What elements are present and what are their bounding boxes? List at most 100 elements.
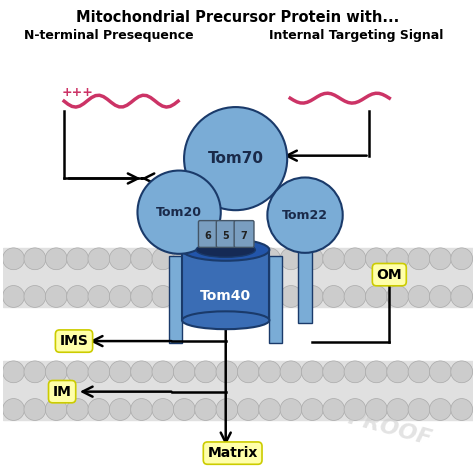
Text: Mitochondrial Precursor Protein with...: Mitochondrial Precursor Protein with... [76,10,399,25]
Circle shape [88,399,110,420]
Circle shape [267,177,343,253]
Circle shape [237,399,259,420]
Circle shape [259,361,281,383]
Circle shape [46,361,67,383]
Circle shape [3,399,25,420]
Circle shape [67,361,89,383]
Circle shape [216,248,238,269]
Circle shape [365,399,387,420]
Bar [169,256,182,343]
Circle shape [184,107,287,210]
Text: IM: IM [53,385,72,399]
Circle shape [131,361,153,383]
Circle shape [173,399,195,420]
Circle shape [3,285,25,307]
Text: Tom70: Tom70 [208,151,264,166]
Circle shape [152,361,174,383]
Circle shape [137,170,221,254]
Circle shape [46,248,67,269]
Text: 7: 7 [240,231,247,241]
Circle shape [195,399,217,420]
Text: N-terminal Presequence: N-terminal Presequence [24,29,193,42]
Text: IMS: IMS [60,334,89,348]
Circle shape [323,248,345,269]
Text: +++: +++ [61,86,93,99]
Bar [269,256,282,343]
Circle shape [387,361,409,383]
Circle shape [387,248,409,269]
FancyBboxPatch shape [234,220,254,248]
Text: Tom20: Tom20 [156,205,202,219]
Circle shape [3,361,25,383]
Circle shape [408,361,430,383]
FancyBboxPatch shape [199,220,219,248]
Text: Matrix: Matrix [208,446,258,460]
Circle shape [67,399,89,420]
Circle shape [365,248,387,269]
Circle shape [408,399,430,420]
Circle shape [429,285,451,307]
Text: 5: 5 [222,231,229,241]
Circle shape [387,399,409,420]
Text: PROOF: PROOF [345,408,434,449]
Circle shape [67,248,89,269]
Circle shape [344,361,366,383]
Ellipse shape [182,311,269,329]
Circle shape [131,285,153,307]
FancyBboxPatch shape [216,220,236,248]
Bar [3,361,473,420]
Circle shape [451,285,473,307]
Circle shape [152,248,174,269]
Circle shape [323,361,345,383]
Circle shape [237,285,259,307]
Circle shape [109,399,131,420]
Circle shape [131,399,153,420]
Circle shape [216,361,238,383]
Circle shape [301,248,323,269]
Circle shape [88,361,110,383]
Circle shape [67,285,89,307]
Circle shape [344,285,366,307]
Circle shape [195,285,217,307]
Circle shape [429,248,451,269]
Circle shape [280,361,302,383]
Circle shape [195,361,217,383]
Circle shape [323,285,345,307]
Circle shape [259,248,281,269]
Circle shape [259,285,281,307]
Text: Tom40: Tom40 [200,290,251,304]
Circle shape [216,399,238,420]
Circle shape [323,399,345,420]
Circle shape [301,285,323,307]
Circle shape [344,399,366,420]
Bar [182,249,269,320]
Circle shape [3,248,25,269]
Circle shape [109,361,131,383]
Circle shape [216,285,238,307]
Circle shape [301,399,323,420]
Circle shape [173,248,195,269]
Circle shape [429,361,451,383]
Text: 6: 6 [204,231,211,241]
Text: Tom22: Tom22 [282,209,328,222]
Circle shape [451,361,473,383]
Bar [3,248,473,307]
Circle shape [24,399,46,420]
Circle shape [451,399,473,420]
Circle shape [152,285,174,307]
Circle shape [173,285,195,307]
Circle shape [301,361,323,383]
Circle shape [109,248,131,269]
Circle shape [429,399,451,420]
Text: OM: OM [376,268,402,282]
Circle shape [408,285,430,307]
Circle shape [24,248,46,269]
Circle shape [173,361,195,383]
Circle shape [408,248,430,269]
Circle shape [365,361,387,383]
Bar [298,249,312,323]
Circle shape [451,248,473,269]
Circle shape [46,399,67,420]
Circle shape [344,248,366,269]
Ellipse shape [196,242,255,257]
